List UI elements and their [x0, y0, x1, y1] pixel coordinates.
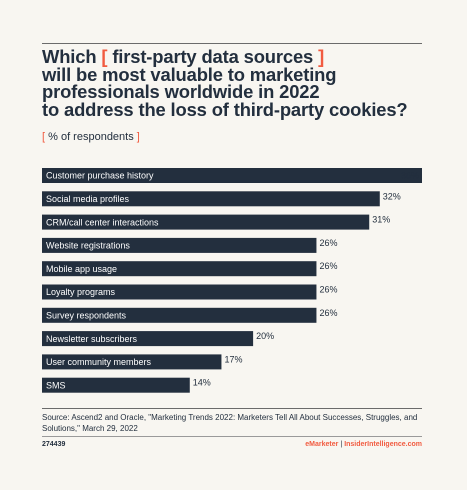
title-highlight: first-party data sources	[107, 46, 319, 67]
category-label-crm-call-center-interactions: CRM/call center interactions	[46, 217, 159, 227]
category-label-social-media-profiles: Social media profiles	[46, 194, 130, 204]
value-label-crm-call-center-interactions: 31%	[372, 215, 390, 225]
value-label-sms: 14%	[193, 378, 211, 388]
category-label-survey-respondents: Survey respondents	[46, 311, 127, 321]
chart-id: 274439	[42, 441, 66, 448]
category-label-sms: SMS	[46, 380, 66, 390]
title-line-3: professionals worldwide in 2022	[42, 81, 320, 103]
title-text: Which	[42, 46, 102, 67]
top-divider	[42, 43, 422, 44]
brand-footer: eMarketer | InsiderIntelligence.com	[305, 441, 422, 448]
bar-website-registrations	[42, 237, 317, 253]
value-label-customer-purchase-history: 36%	[401, 171, 419, 181]
footer-divider	[42, 436, 422, 437]
subtitle-bracket-open: [	[42, 131, 46, 143]
value-label-loyalty-programs: 26%	[319, 285, 337, 295]
subtitle-bracket-close: ]	[136, 131, 140, 143]
bar-sms	[42, 377, 190, 393]
source-note: Source: Ascend2 and Oracle, "Marketing T…	[42, 413, 418, 433]
bar-newsletter-subscribers	[42, 331, 254, 347]
bar-mobile-app-usage	[42, 261, 317, 277]
title-line-1: Which [ first-party data sources ]	[42, 46, 422, 67]
bar-survey-respondents	[42, 307, 317, 323]
chart-title: Which [ first-party data sources ] will …	[42, 46, 422, 120]
value-label-newsletter-subscribers: 20%	[256, 331, 274, 341]
title-line-4: to address the loss of third-party cooki…	[42, 98, 408, 120]
bar-social-media-profiles	[42, 191, 380, 207]
value-label-social-media-profiles: 32%	[383, 191, 401, 201]
brand-separator: |	[340, 441, 343, 448]
bar-crm-call-center-interactions	[42, 214, 370, 230]
category-label-loyalty-programs: Loyalty programs	[46, 287, 116, 297]
brand-insider-intelligence[interactable]: InsiderIntelligence.com	[344, 441, 422, 448]
bar-customer-purchase-history	[42, 168, 422, 183]
category-label-user-community-members: User community members	[46, 357, 152, 367]
category-label-customer-purchase-history: Customer purchase history	[46, 171, 154, 181]
subtitle-text: % of respondents	[45, 131, 137, 143]
brand-emarketer[interactable]: eMarketer	[305, 441, 339, 448]
bottom-divider	[42, 408, 422, 409]
category-label-newsletter-subscribers: Newsletter subscribers	[46, 334, 138, 344]
title-bracket-open: [	[101, 46, 108, 67]
category-label-website-registrations: Website registrations	[46, 241, 130, 251]
chart-card: Which [ first-party data sources ] will …	[42, 0, 422, 490]
value-label-website-registrations: 26%	[319, 238, 337, 248]
bar-user-community-members	[42, 354, 222, 370]
value-label-user-community-members: 17%	[224, 354, 242, 364]
chart-subtitle: [ % of respondents ]	[42, 131, 140, 143]
category-label-mobile-app-usage: Mobile app usage	[46, 264, 117, 274]
value-label-mobile-app-usage: 26%	[319, 261, 337, 271]
value-label-survey-respondents: 26%	[319, 308, 337, 318]
title-line-2: will be most valuable to marketing	[42, 63, 337, 85]
title-bracket-close: ]	[318, 46, 325, 67]
bar-loyalty-programs	[42, 284, 317, 300]
bar-chart: Customer purchase history 36% Social media…	[42, 168, 422, 393]
